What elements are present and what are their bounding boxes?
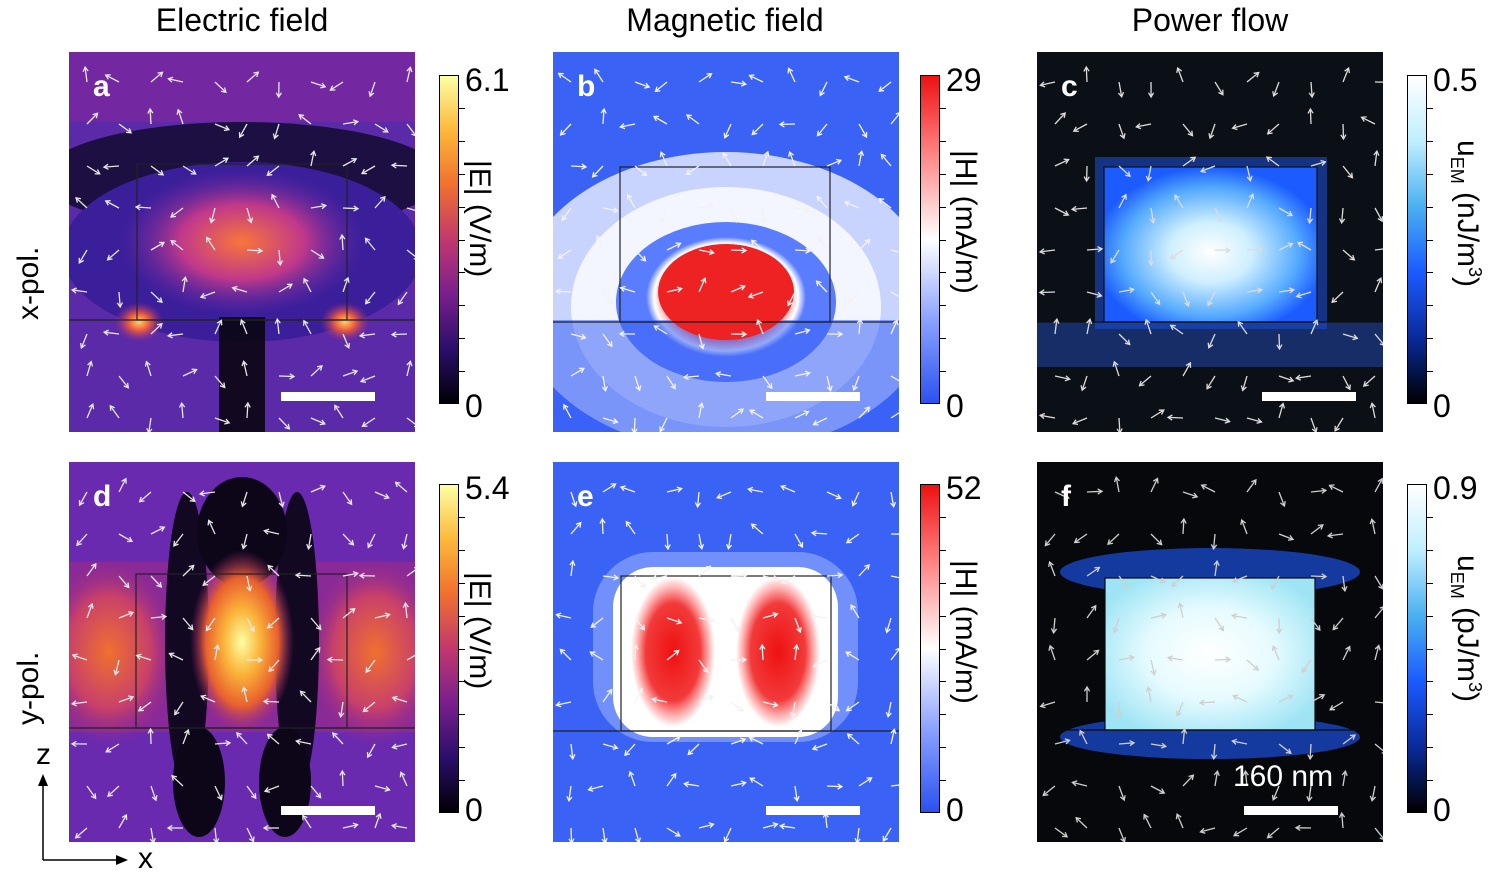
axes-arrows-icon	[38, 774, 128, 865]
panel-e-magnetic-y: e	[553, 462, 899, 842]
colorbar-unit-e: |H| (mA/m)	[949, 560, 982, 704]
panel-label-f: f	[1061, 480, 1071, 513]
panel-f-power-y: f 160 nm	[1037, 462, 1383, 842]
axis-label-z: z	[36, 738, 51, 771]
panel-label-d: d	[93, 480, 112, 513]
colorbar-ticks-c	[1427, 75, 1433, 404]
colorbar-unit-d: |E| (V/m)	[463, 572, 496, 690]
colorbar-b	[920, 75, 940, 404]
arrow-field-d	[70, 477, 415, 842]
colorbar-min-b: 0	[946, 388, 964, 424]
scale-bar-e	[766, 806, 860, 815]
arrow-field-f	[1039, 476, 1383, 842]
colorbar-min-a: 0	[465, 388, 483, 424]
arrow-field-b	[554, 67, 899, 432]
colorbar-ticks-a	[459, 75, 465, 404]
colorbar-d	[439, 484, 459, 813]
scale-bar-c	[1262, 392, 1356, 401]
axis-label-x: x	[138, 842, 153, 875]
colorbar-unit-c: uEM (nJ/m3)	[1447, 140, 1485, 288]
field-map-d	[69, 462, 415, 842]
panel-label-b: b	[577, 70, 596, 103]
panel-c-power-x: c	[1037, 52, 1383, 432]
field-map-e	[553, 462, 899, 842]
colorbar-max-a: 6.1	[465, 62, 510, 98]
scale-bar-a	[281, 392, 375, 401]
row-label-y-pol: y-pol.	[12, 651, 45, 725]
field-map-f	[1037, 462, 1383, 842]
panel-a-electric-x: a	[69, 52, 415, 432]
field-map-b	[553, 52, 899, 432]
panel-label-e: e	[577, 480, 594, 513]
colorbar-unit-a: |E| (V/m)	[463, 160, 496, 278]
colorbar-max-e: 52	[946, 470, 982, 506]
field-map-a	[69, 52, 415, 432]
colorbar-min-c: 0	[1433, 388, 1451, 424]
arrow-field-a	[70, 65, 415, 432]
panel-label-a: a	[93, 70, 110, 103]
colorbar-e	[920, 484, 940, 813]
colorbar-ticks-b	[940, 75, 946, 404]
colorbar-ticks-f	[1427, 484, 1433, 813]
colorbar-max-b: 29	[946, 62, 982, 98]
scale-bar-d	[281, 806, 375, 815]
colorbar-min-d: 0	[465, 792, 483, 828]
scale-bar-f	[1244, 806, 1338, 815]
colorbar-c	[1407, 75, 1427, 404]
colorbar-max-f: 0.9	[1433, 470, 1478, 506]
scale-bar-label: 160 nm	[1233, 760, 1334, 793]
panel-d-electric-y: d	[69, 462, 415, 842]
column-title-electric: Electric field	[155, 2, 329, 38]
arrow-field-c	[1038, 65, 1383, 432]
coordinate-axes: z x	[30, 738, 170, 875]
colorbar-min-f: 0	[1433, 792, 1451, 828]
column-title-power: Power flow	[1131, 2, 1289, 38]
row-label-x-pol: x-pol.	[12, 246, 45, 320]
colorbar-unit-f: uEM (pJ/m3)	[1447, 555, 1485, 703]
colorbar-ticks-d	[459, 484, 465, 813]
colorbar-max-d: 5.4	[465, 470, 510, 506]
field-map-c	[1037, 52, 1383, 432]
panel-b-magnetic-x: b	[553, 52, 899, 432]
colorbar-min-e: 0	[946, 792, 964, 828]
arrow-field-e	[555, 483, 899, 842]
scale-bar-b	[766, 392, 860, 401]
panel-label-c: c	[1061, 70, 1078, 103]
column-title-magnetic: Magnetic field	[626, 2, 824, 38]
colorbar-ticks-e	[940, 484, 946, 813]
colorbar-a	[439, 75, 459, 404]
colorbar-unit-b: |H| (mA/m)	[949, 150, 982, 294]
colorbar-f	[1407, 484, 1427, 813]
colorbar-max-c: 0.5	[1433, 62, 1478, 98]
